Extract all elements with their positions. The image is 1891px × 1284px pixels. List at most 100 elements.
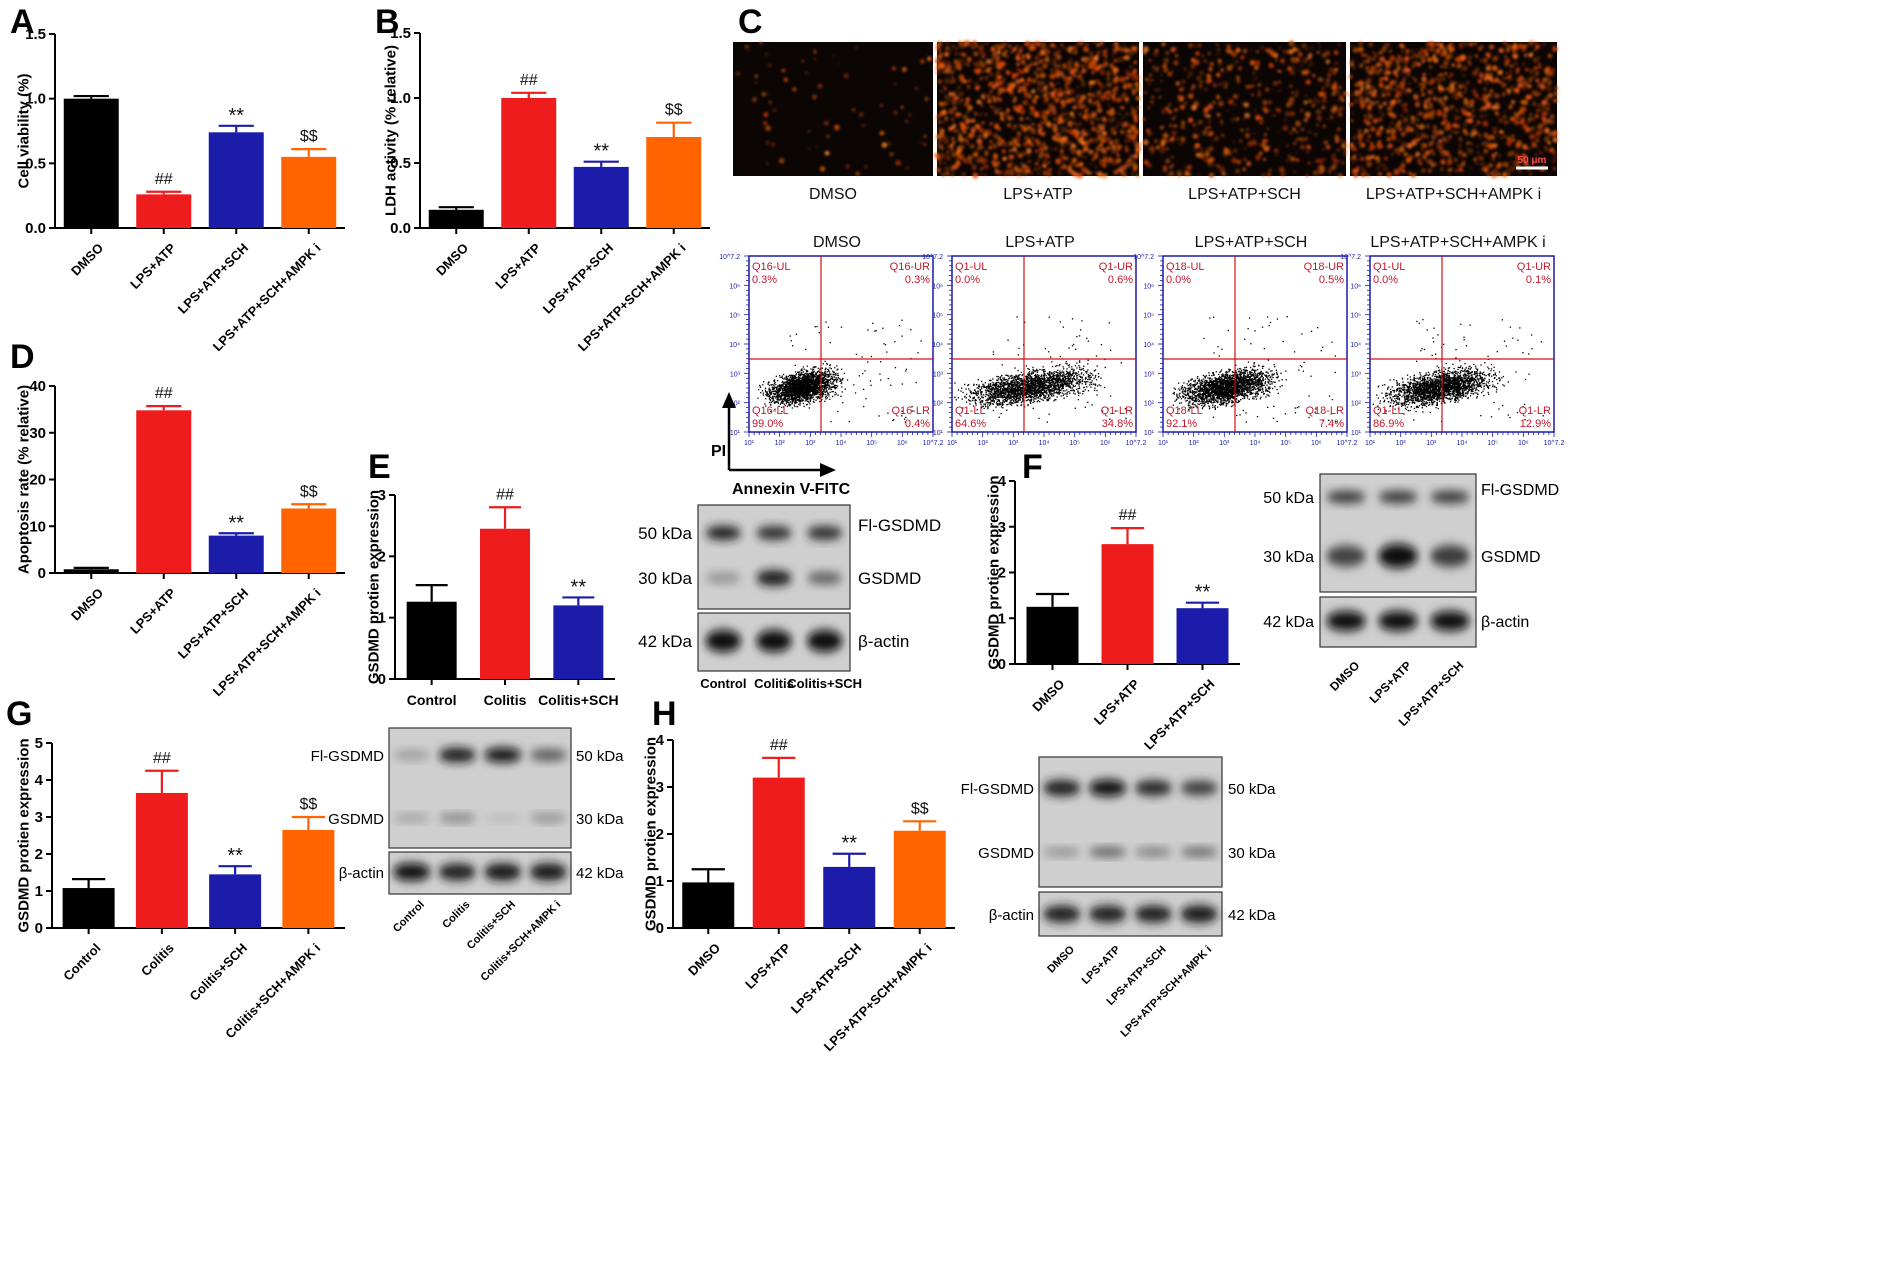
- flow-x-tick: 10^7.2: [923, 440, 944, 447]
- blot-h: 50 kDa Fl-GSDMD 30 kDa GSDMD 42 kDa β-actin DM…: [961, 756, 1276, 1040]
- category-label: LPS+ATP+SCH: [1141, 676, 1217, 752]
- blot-g: 50 kDa Fl-GSDMD 30 kDa GSDMD 42 kDa β-actin Co…: [311, 727, 624, 984]
- flow-plot-title: LPS+ATP+SCH+AMPK i: [1370, 234, 1545, 251]
- y-tick-label: 3: [35, 809, 43, 826]
- band-label: Fl-GSDMD: [1481, 482, 1559, 499]
- flow-x-tick: 10⁵: [866, 440, 877, 447]
- y-tick-label: 1.0: [390, 90, 411, 107]
- y-tick-label: 1: [656, 873, 664, 890]
- y-tick-label: 1: [998, 610, 1006, 627]
- quadrant-value: 0.4%: [905, 418, 930, 430]
- y-tick-label: 0: [35, 920, 43, 937]
- flow-x-tick: 10²: [978, 440, 989, 447]
- category-label: DMSO: [433, 240, 471, 278]
- bar: [406, 601, 457, 679]
- blot-band: [1180, 780, 1219, 796]
- y-tick-label: 10: [29, 518, 46, 535]
- significance-mark: ##: [520, 72, 538, 89]
- y-tick-label: 0.5: [25, 155, 46, 172]
- blot-band: [438, 748, 477, 762]
- quadrant-name: Q1-UR: [1517, 261, 1551, 273]
- blot-band: [1430, 491, 1470, 503]
- significance-mark: **: [227, 845, 243, 867]
- y-tick-label: 1: [378, 610, 386, 627]
- quadrant-name: Q16-LR: [891, 405, 930, 417]
- flow-y-tick: 10¹: [730, 430, 741, 437]
- lane-label: DMSO: [1327, 658, 1362, 693]
- y-tick-label: 40: [29, 378, 46, 395]
- flow-x-tick: 10¹: [947, 440, 958, 447]
- flow-x-tick: 10⁶: [1100, 440, 1111, 447]
- flow-x-tick: 10⁶: [1518, 440, 1529, 447]
- blot-band: [392, 750, 431, 760]
- bar: [428, 209, 484, 228]
- blot-band: [1042, 780, 1081, 796]
- quadrant-name: Q18-UR: [1304, 261, 1344, 273]
- quadrant-name: Q1-UL: [1373, 261, 1405, 273]
- flow-y-tick: 10²: [730, 401, 741, 408]
- blot-band: [438, 814, 477, 822]
- significance-mark: $$: [300, 483, 318, 500]
- y-tick-label: 4: [998, 473, 1007, 490]
- quadrant-value: 7.4%: [1319, 418, 1344, 430]
- blot-membrane: [697, 504, 851, 610]
- bar: [480, 528, 530, 679]
- flow-x-tick: 10³: [805, 440, 816, 447]
- quadrant-value: 99.0%: [752, 418, 783, 430]
- y-axis-label: GSDMD protien expression: [365, 490, 382, 684]
- quadrant-value: 0.6%: [1108, 274, 1133, 286]
- category-label: Colitis: [484, 692, 527, 708]
- kda-label: 30 kDa: [1228, 845, 1276, 862]
- category-label: DMSO: [685, 940, 723, 978]
- quadrant-value: 64.6%: [955, 418, 986, 430]
- bar: [135, 792, 188, 928]
- flow-x-tick: 10³: [1008, 440, 1019, 447]
- flow-x-tick: 10²: [775, 440, 786, 447]
- image-label: LPS+ATP+SCH+AMPK i: [1366, 186, 1541, 203]
- flow-x-tick: 10⁴: [1250, 440, 1261, 447]
- y-tick-label: 1.5: [390, 25, 411, 42]
- quadrant-name: Q1-LL: [1373, 405, 1404, 417]
- bar: [62, 888, 115, 928]
- quadrant-name: Q1-LL: [955, 405, 986, 417]
- y-tick-label: 0: [38, 565, 46, 582]
- blot-band: [529, 814, 568, 822]
- band-label: β-actin: [989, 907, 1034, 924]
- band-label: Fl-GSDMD: [858, 516, 941, 535]
- kda-label: 50 kDa: [1263, 490, 1314, 507]
- band-label: β-actin: [339, 865, 384, 882]
- category-label: LPS+ATP+SCH: [540, 240, 616, 316]
- quadrant-name: Q16-LL: [752, 405, 789, 417]
- blot-band: [1326, 611, 1366, 631]
- lane-label: Control: [700, 676, 746, 691]
- band-label: GSDMD: [328, 811, 384, 828]
- band-label: Fl-GSDMD: [961, 781, 1034, 798]
- blot-band: [806, 571, 843, 585]
- blot-band: [1088, 847, 1127, 857]
- category-label: LPS+ATP+SCH: [175, 585, 251, 661]
- category-label: LPS+ATP: [127, 585, 179, 637]
- flow-y-tick: 10¹: [933, 430, 944, 437]
- blot-f: 50 kDa Fl-GSDMD 30 kDa GSDMD 42 kDa β-actin DM…: [1263, 473, 1559, 729]
- blot-band: [756, 630, 792, 652]
- category-label: DMSO: [68, 585, 106, 623]
- pi-arrow-head: [722, 392, 736, 408]
- flow-x-tick: 10¹: [744, 440, 755, 447]
- lane-label: LPS+ATP: [1367, 658, 1415, 706]
- quadrant-value: 34.8%: [1102, 418, 1133, 430]
- bar: [282, 829, 335, 928]
- flow-y-tick: 10⁵: [932, 313, 943, 320]
- flow-x-tick: 10^7.2: [1337, 440, 1358, 447]
- flow-plot-frame: [748, 255, 934, 433]
- quadrant-value: 0.0%: [1166, 274, 1191, 286]
- blot-band: [392, 814, 431, 822]
- bar: [281, 156, 337, 228]
- flow-x-tick: 10³: [1426, 440, 1437, 447]
- bar: [573, 166, 629, 228]
- y-tick-label: 0.0: [390, 220, 411, 237]
- bar: [646, 137, 702, 228]
- flow-plot-frame: [1369, 255, 1555, 433]
- flow-x-tick: 10¹: [1365, 440, 1376, 447]
